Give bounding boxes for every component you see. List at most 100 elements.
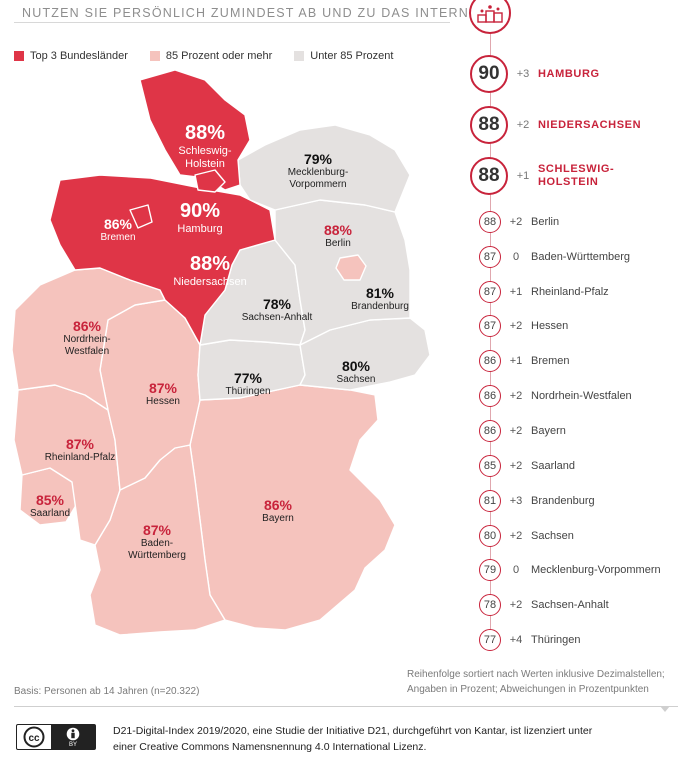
rank-name: Sachsen xyxy=(531,530,574,542)
rank-diff: +1 xyxy=(516,170,530,182)
legend-item-low: Unter 85 Prozent xyxy=(294,50,393,62)
rank-row: 78 +2 Sachsen-Anhalt xyxy=(479,594,609,616)
rank-diff: +2 xyxy=(516,119,530,131)
rank-name: Sachsen-Anhalt xyxy=(531,599,609,611)
rank-diff: +3 xyxy=(516,68,530,80)
region-label-rheinland-pfalz: 87% Rheinland-Pfalz xyxy=(44,436,116,464)
region-label-hamburg: 90% Hamburg xyxy=(177,200,223,235)
rank-name: HAMBURG xyxy=(538,67,600,80)
region-label-sachsen: 80% Sachsen xyxy=(336,358,376,386)
rank-name: Hessen xyxy=(531,320,569,332)
by-icon: BY xyxy=(51,725,95,749)
title-divider xyxy=(14,22,450,23)
rank-row: 85 +2 Saarland xyxy=(479,455,575,477)
cc-icon: cc xyxy=(17,725,51,749)
rank-name: Nordrhein-Westfalen xyxy=(531,390,632,402)
rank-diff: +2 xyxy=(509,460,523,472)
cc-license-badge[interactable]: cc BY xyxy=(16,724,96,750)
region-label-berlin: 88% Berlin xyxy=(323,222,353,250)
region-label-saarland: 85% Saarland xyxy=(29,492,71,520)
region-label-mecklenburg-vorpommern: 79% Mecklenburg- Vorpommern xyxy=(287,151,349,190)
legend-label-high: 85 Prozent oder mehr xyxy=(165,50,273,62)
rank-name: Baden-Württemberg xyxy=(531,251,631,263)
rank-row: 77 +4 Thüringen xyxy=(479,629,581,651)
region-label-hessen: 87% Hessen xyxy=(146,380,180,408)
map-legend: Top 3 Bundesländer 85 Prozent oder mehr … xyxy=(14,50,393,62)
region-label-baden-wuerttemberg: 87% Baden- Württemberg xyxy=(128,522,186,561)
question-title: NUTZEN SIE PERSÖNLICH ZUMINDEST AB UND Z… xyxy=(22,6,496,20)
rank-value: 85 xyxy=(479,455,501,477)
rank-row: 79 0 Mecklenburg-Vorpommern xyxy=(479,559,661,581)
rank-row: 86 +1 Bremen xyxy=(479,350,570,372)
region-bremen xyxy=(129,204,153,229)
rank-name: SCHLESWIG- HOLSTEIN xyxy=(538,163,615,188)
rank-value: 87 xyxy=(479,246,501,268)
region-label-brandenburg: 81% Brandenburg xyxy=(351,285,409,313)
rank-diff: +2 xyxy=(509,390,523,402)
podium-icon xyxy=(469,0,511,34)
region-schleswig-holstein xyxy=(139,69,251,191)
rank-value: 88 xyxy=(470,157,508,195)
rank-name: Brandenburg xyxy=(531,495,595,507)
rank-row: 87 +2 Hessen xyxy=(479,315,568,337)
rank-row: 81 +3 Brandenburg xyxy=(479,490,595,512)
rank-value: 81 xyxy=(479,490,501,512)
region-label-schleswig-holstein: 88% Schleswig- Holstein xyxy=(178,122,232,170)
rank-diff: +2 xyxy=(509,425,523,437)
rank-row: 90 +3 HAMBURG xyxy=(470,55,600,93)
rank-diff: +2 xyxy=(509,530,523,542)
license-text: D21-Digital-Index 2019/2020, eine Studie… xyxy=(113,725,593,753)
rank-value: 86 xyxy=(479,385,501,407)
rank-row: 86 +2 Bayern xyxy=(479,420,566,442)
legend-item-high: 85 Prozent oder mehr xyxy=(149,50,273,62)
rank-diff: 0 xyxy=(512,564,520,576)
rank-diff: +3 xyxy=(509,495,523,507)
legend-swatch-low xyxy=(294,51,305,61)
rank-name: NIEDERSACHSEN xyxy=(538,118,642,131)
rank-name: Mecklenburg-Vorpommern xyxy=(531,564,661,576)
rank-name: Bayern xyxy=(531,425,566,437)
rank-diff: +2 xyxy=(509,320,523,332)
rank-diff: +1 xyxy=(509,355,523,367)
rank-row: 87 0 Baden-Württemberg xyxy=(479,246,630,268)
legend-swatch-high xyxy=(149,51,160,61)
rank-value: 77 xyxy=(479,629,501,651)
rank-diff: +1 xyxy=(509,286,523,298)
rank-value: 90 xyxy=(470,55,508,93)
legend-item-top3: Top 3 Bundesländer xyxy=(14,50,128,62)
rank-value: 87 xyxy=(479,315,501,337)
legend-label-top3: Top 3 Bundesländer xyxy=(30,50,128,62)
region-label-bremen: 86% Bremen xyxy=(100,216,136,244)
rank-diff: +2 xyxy=(509,599,523,611)
region-berlin xyxy=(335,254,367,281)
region-label-nordrhein-westfalen: 86% Nordrhein- Westfalen xyxy=(63,318,111,357)
germany-map xyxy=(11,69,431,636)
rank-name: Thüringen xyxy=(531,634,581,646)
region-label-niedersachsen: 88% Niedersachsen xyxy=(173,253,247,288)
rank-name: Rheinland-Pfalz xyxy=(531,286,609,298)
legend-label-low: Unter 85 Prozent xyxy=(310,50,394,62)
rank-name: Berlin xyxy=(531,216,560,228)
rank-row: 88 +2 Berlin xyxy=(479,211,559,233)
rank-value: 78 xyxy=(479,594,501,616)
basis-note: Basis: Personen ab 14 Jahren (n=20.322) xyxy=(14,686,200,697)
region-label-sachsen-anhalt: 78% Sachsen-Anhalt xyxy=(241,296,313,324)
sort-note: Reihenfolge sortiert nach Werten inklusi… xyxy=(407,669,665,695)
rank-value: 86 xyxy=(479,420,501,442)
rank-diff: 0 xyxy=(512,251,520,263)
person-icon xyxy=(66,727,80,740)
rank-value: 88 xyxy=(479,211,501,233)
region-label-bayern: 86% Bayern xyxy=(262,497,294,525)
legend-swatch-top3 xyxy=(14,51,24,61)
rank-value: 88 xyxy=(470,106,508,144)
rank-row: 80 +2 Sachsen xyxy=(479,525,574,547)
region-hamburg xyxy=(194,169,226,193)
rank-value: 80 xyxy=(479,525,501,547)
rank-row: 88 +1 SCHLESWIG- HOLSTEIN xyxy=(470,157,614,195)
rank-name: Saarland xyxy=(531,460,576,472)
rank-diff: +4 xyxy=(509,634,523,646)
rank-row: 87 +1 Rheinland-Pfalz xyxy=(479,281,609,303)
rank-value: 87 xyxy=(479,281,501,303)
footer-divider xyxy=(14,706,678,707)
rank-diff: +2 xyxy=(509,216,523,228)
